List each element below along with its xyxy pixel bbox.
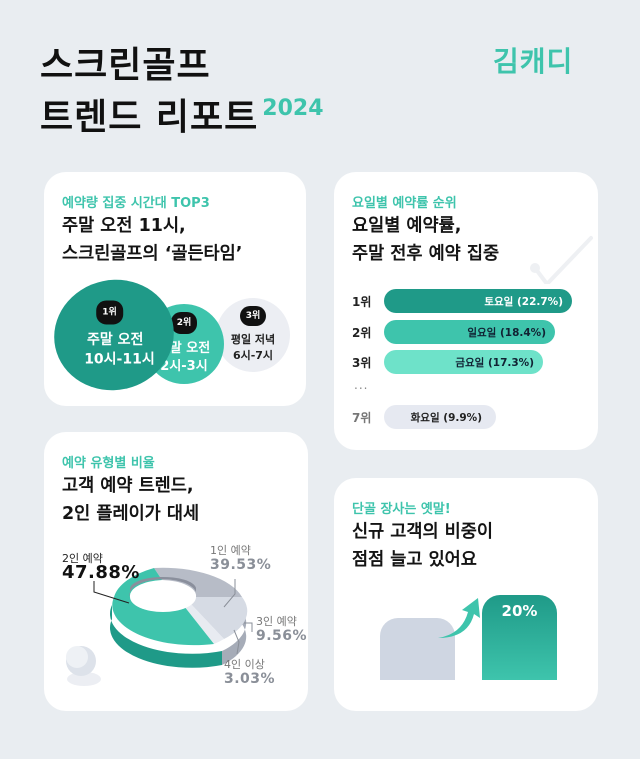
segment-label-1p: 1인 예약 39.53% xyxy=(210,544,272,573)
current-bar: 20% xyxy=(482,595,557,680)
card-new-customers: 단골 장사는 옛말! 신규 고객의 비중이 점점 늘고 있어요 20% xyxy=(334,478,598,711)
bar-saturday: 토요일 (22.7%) xyxy=(384,289,572,313)
segment-label-2p: 2인 예약 47.88% xyxy=(62,552,140,583)
rank-badge: 1위 xyxy=(95,300,123,325)
page-title: 스크린골프 트렌드 리포트 2024 xyxy=(40,40,324,149)
rank-badge: 3위 xyxy=(239,306,267,326)
card-peak-time: 예약량 집중 시간대 TOP3 주말 오전 11시, 스크린골프의 ‘골든타임’… xyxy=(44,172,306,406)
ellipsis: ... xyxy=(354,378,369,392)
title-line-2: 트렌드 리포트 2024 xyxy=(40,96,324,138)
card-booking-type: 예약 유형별 비율 고객 예약 트렌드, 2인 플레이가 대세 2인 예약 47… xyxy=(44,432,308,711)
title-line-1: 스크린골프 xyxy=(40,45,211,86)
segment-label-4p: 4인 이상 3.03% xyxy=(224,658,276,687)
bar-row-2: 2위 일요일 (18.4%) xyxy=(352,320,555,344)
bar-row-1: 1위 토요일 (22.7%) xyxy=(352,289,572,313)
bar-friday: 금요일 (17.3%) xyxy=(384,350,543,374)
arrow-up-icon xyxy=(438,598,480,638)
bar-sunday: 일요일 (18.4%) xyxy=(384,320,555,344)
bar-row-3: 3위 금요일 (17.3%) xyxy=(352,350,543,374)
rank-badge: 2위 xyxy=(170,312,198,334)
card-eyebrow: 단골 장사는 옛말! xyxy=(352,502,451,517)
year-label: 2024 xyxy=(262,96,324,121)
segment-label-3p: 3인 예약 9.56% xyxy=(256,615,308,644)
card-eyebrow: 예약 유형별 비율 xyxy=(62,456,155,471)
donut-chart xyxy=(66,567,253,686)
card-weekday-rate: 요일별 예약률 순위 요일별 예약률, 주말 전후 예약 집중 1위 토요일 (… xyxy=(334,172,598,450)
previous-bar xyxy=(380,618,455,680)
card-eyebrow: 요일별 예약률 순위 xyxy=(352,196,457,211)
card-heading: 주말 오전 11시, 스크린골프의 ‘골든타임’ xyxy=(62,216,243,264)
card-heading: 요일별 예약률, 주말 전후 예약 집중 xyxy=(352,216,500,264)
check-icon xyxy=(530,236,593,284)
card-eyebrow: 예약량 집중 시간대 TOP3 xyxy=(62,196,210,211)
bar-row-7: 7위 화요일 (9.9%) xyxy=(352,405,496,429)
card-heading: 고객 예약 트렌드, 2인 플레이가 대세 xyxy=(62,476,200,524)
bar-tuesday: 화요일 (9.9%) xyxy=(384,405,496,429)
brand-logo: 김캐디 xyxy=(493,45,574,78)
rank-bubble-1: 1위 주말 오전 10시-11시 xyxy=(44,268,185,402)
rank-bubble-3: 3위 평일 저녁 6시-7시 xyxy=(216,298,290,372)
card-heading: 신규 고객의 비중이 점점 늘고 있어요 xyxy=(352,522,493,570)
